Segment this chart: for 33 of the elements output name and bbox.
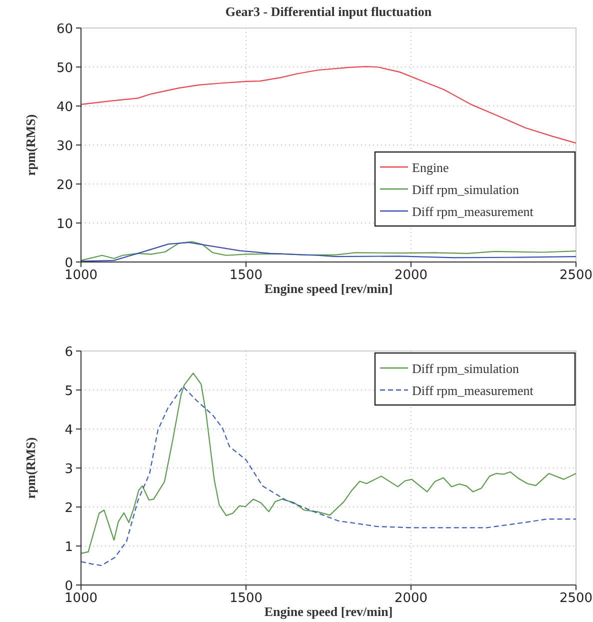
x-axis-title: Engine speed [rev/min] xyxy=(264,281,393,296)
y-tick-label: 20 xyxy=(56,178,73,193)
y-tick-label: 5 xyxy=(64,384,73,399)
y-tick-label: 40 xyxy=(56,100,73,115)
x-tick-label: 1000 xyxy=(64,268,98,283)
x-tick-label: 2500 xyxy=(559,268,593,283)
legend-label: Diff rpm_measurement xyxy=(412,204,534,219)
line-series xyxy=(80,66,577,144)
legend-label: Diff rpm_simulation xyxy=(412,361,520,376)
x-tick-label: 2000 xyxy=(394,591,428,606)
y-tick-label: 10 xyxy=(56,217,73,232)
y-tick-label: 0 xyxy=(64,256,73,271)
x-tick-label: 2500 xyxy=(559,591,593,606)
y-tick-label: 1 xyxy=(64,540,73,555)
x-tick-label: 1500 xyxy=(229,268,263,283)
y-axis-title: rpm(RMS) xyxy=(23,437,38,499)
y-axis-title: rpm(RMS) xyxy=(23,114,38,176)
y-tick-label: 50 xyxy=(56,61,73,76)
legend-label: Engine xyxy=(412,160,450,175)
y-tick-label: 60 xyxy=(56,22,73,37)
y-tick-label: 3 xyxy=(64,462,73,477)
y-tick-label: 2 xyxy=(64,501,73,516)
y-tick-label: 6 xyxy=(64,345,73,360)
x-tick-label: 1000 xyxy=(64,591,98,606)
x-tick-label: 1500 xyxy=(229,591,263,606)
y-tick-label: 0 xyxy=(64,579,73,594)
x-axis-title: Engine speed [rev/min] xyxy=(264,604,393,619)
chart-title: Gear3 - Differential input fluctuation xyxy=(225,4,432,19)
legend-label: Diff rpm_simulation xyxy=(412,182,520,197)
x-tick-label: 2000 xyxy=(394,268,428,283)
y-tick-label: 4 xyxy=(64,423,73,438)
y-tick-label: 30 xyxy=(56,139,73,154)
legend-label: Diff rpm_measurement xyxy=(412,383,534,398)
